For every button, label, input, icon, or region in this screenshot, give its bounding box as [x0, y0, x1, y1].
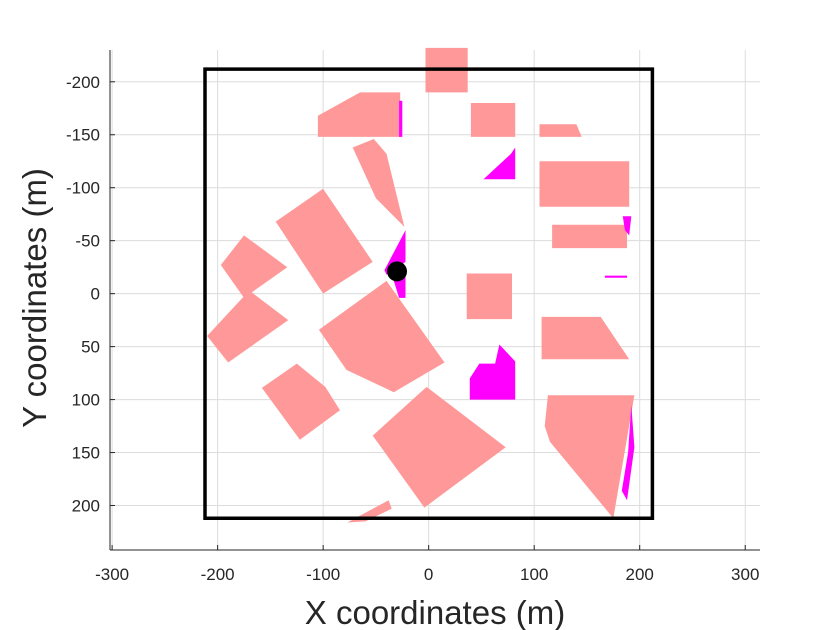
x-axis-label: X coordinates (m) [305, 594, 565, 630]
building-polygon [541, 316, 630, 360]
building-polygon [318, 280, 445, 393]
y-tick-label: 150 [72, 444, 100, 463]
y-tick-label: -50 [75, 232, 100, 251]
x-tick-labels: -300 -200 -100 0 100 200 300 [95, 565, 759, 584]
x-tick-label: -200 [201, 565, 235, 584]
shadow-polygon [483, 147, 516, 180]
shadow-polygon [469, 344, 516, 400]
building-polygon [539, 161, 630, 207]
shadow-polygon [604, 275, 627, 278]
building-polygon [372, 386, 506, 508]
x-tick-label: 300 [731, 565, 759, 584]
y-tick-label: 0 [91, 285, 100, 304]
y-tick-label: -100 [66, 179, 100, 198]
x-tick-label: 100 [520, 565, 548, 584]
boundary-layer [203, 67, 655, 520]
building-polygon [470, 103, 516, 137]
building-polygon [539, 124, 582, 137]
y-tick-label: 200 [72, 497, 100, 516]
building-polygon [275, 188, 373, 294]
position-marker [387, 261, 408, 282]
building-polygon [352, 139, 405, 227]
shadow-polygon [622, 216, 632, 236]
shadow-polygon [621, 404, 635, 501]
building-polygon [261, 363, 340, 440]
y-tick-label: 100 [72, 391, 100, 410]
y-tick-label: -150 [66, 126, 100, 145]
boundary-square [203, 67, 655, 520]
building-polygon [220, 235, 288, 298]
x-tick-label: 200 [626, 565, 654, 584]
buildings-layer [207, 47, 635, 523]
building-polygon [466, 273, 512, 320]
y-axis-label: Y coordinates (m) [16, 168, 53, 428]
shadow-polygon [399, 100, 403, 137]
y-tick-label: 50 [81, 338, 100, 357]
building-polygon [552, 224, 627, 249]
building-polygon [317, 92, 401, 137]
axes-layer [109, 50, 760, 551]
x-tick-label: 0 [424, 565, 433, 584]
point-layer [387, 261, 408, 282]
x-tick-label: -300 [95, 565, 129, 584]
y-tick-labels: -200 -150 -100 -50 0 50 100 150 200 [66, 73, 100, 516]
building-polygon [544, 395, 635, 519]
x-tick-label: -100 [306, 565, 340, 584]
building-polygon [207, 290, 289, 363]
y-tick-label: -200 [66, 73, 100, 92]
